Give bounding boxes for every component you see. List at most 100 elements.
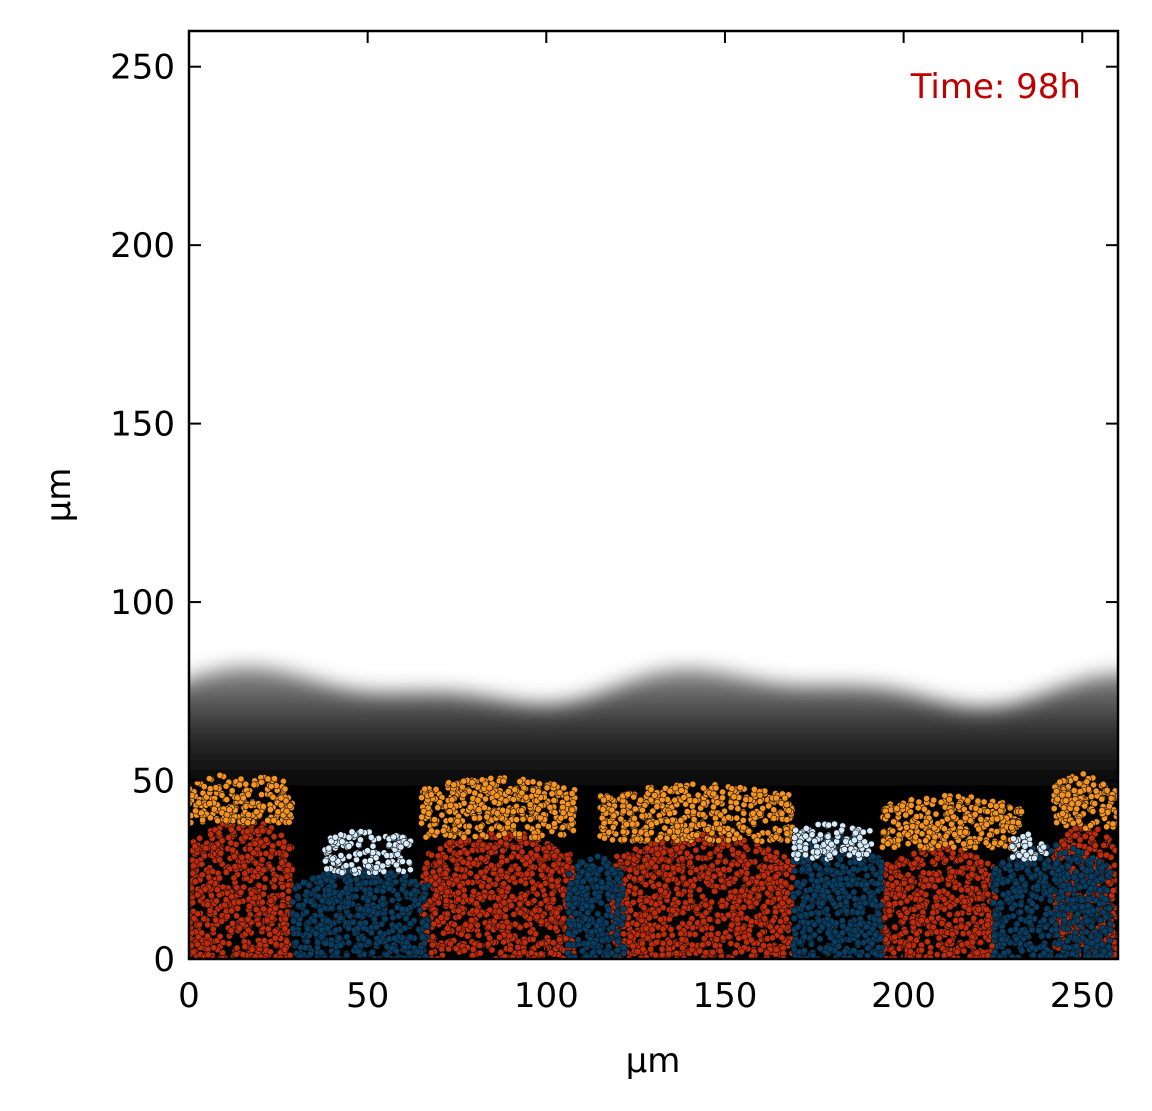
cell-point [238, 854, 246, 861]
cell-point [880, 828, 887, 836]
cell-point [533, 890, 541, 898]
cell-point [977, 815, 985, 823]
cell-point [229, 920, 236, 927]
cell-point [935, 888, 943, 896]
cell-point [971, 844, 979, 851]
cell-point [932, 894, 940, 901]
cell-point [749, 810, 757, 817]
cell-point [485, 876, 493, 884]
cell-point [658, 951, 666, 959]
cell-point [769, 934, 776, 942]
cell-point [734, 925, 742, 933]
cell-point [570, 827, 577, 834]
cell-point [897, 899, 905, 907]
cell-point [475, 806, 483, 814]
cell-point [900, 879, 908, 887]
cell-point [206, 785, 214, 793]
cell-point [209, 925, 217, 933]
cell-point [477, 823, 485, 830]
cell-point [902, 811, 910, 819]
cell-point [222, 782, 230, 790]
cell-point [437, 914, 445, 921]
cell-point [949, 849, 957, 857]
cell-point [783, 830, 791, 838]
cell-point [630, 793, 638, 801]
cell-point [965, 906, 973, 913]
cell-point [443, 888, 451, 896]
cell-point [637, 828, 645, 836]
cell-point [1015, 819, 1022, 827]
cell-point [904, 840, 912, 847]
cell-point [1083, 778, 1091, 786]
cell-point [454, 889, 462, 896]
cell-point [477, 869, 485, 876]
cell-point [508, 853, 515, 861]
cell-point [666, 915, 673, 923]
cell-point [923, 795, 930, 802]
cell-point [911, 860, 918, 867]
cell-point [638, 940, 646, 947]
cell-point [619, 828, 627, 836]
cell-point [564, 855, 572, 863]
cell-point [194, 910, 202, 918]
cell-point [699, 811, 707, 818]
cell-point [200, 915, 208, 923]
cell-point [442, 870, 450, 877]
cell-point [540, 862, 548, 870]
cell-point [193, 940, 201, 948]
cell-point [980, 798, 988, 806]
cell-point [281, 946, 289, 953]
cell-point [454, 895, 462, 903]
cell-point [189, 899, 197, 907]
cell-point [708, 862, 716, 870]
cell-point [717, 811, 724, 819]
cell-point [617, 815, 625, 823]
cell-point [190, 948, 197, 956]
cell-point [257, 778, 265, 786]
cell-point [1068, 800, 1076, 808]
cell-point [958, 886, 965, 894]
cell-point [204, 932, 211, 940]
cell-point [531, 906, 539, 914]
cell-point [639, 806, 646, 814]
cell-point [747, 918, 755, 925]
cell-point [913, 930, 921, 938]
cell-point [910, 906, 918, 913]
cell-point [216, 771, 224, 779]
cell-point [778, 934, 786, 942]
cell-point [955, 802, 962, 810]
cell-point [984, 890, 991, 898]
cell-point [281, 785, 289, 793]
cell-point [935, 842, 942, 850]
cell-point [648, 821, 655, 828]
cell-point [956, 819, 964, 826]
cell-point [893, 805, 901, 812]
cell-point [466, 869, 474, 877]
cell-point [731, 888, 739, 895]
cell-point [217, 849, 225, 857]
cell-point [637, 874, 644, 882]
cell-point [930, 796, 938, 804]
cell-point [523, 854, 531, 861]
cell-point [659, 925, 667, 933]
cell-point [642, 881, 650, 888]
cell-point [442, 897, 450, 905]
cell-point [196, 834, 203, 842]
cell-point [925, 869, 933, 877]
cell-point [218, 791, 226, 799]
cell-point [933, 951, 941, 958]
cell-point [516, 900, 524, 908]
cell-point [716, 825, 723, 833]
cell-point [711, 942, 719, 949]
cell-point [431, 880, 439, 888]
cell-point [494, 894, 502, 902]
cell-point [248, 946, 256, 953]
cell-point [504, 788, 512, 795]
cell-point [698, 926, 706, 933]
cell-point [745, 898, 753, 906]
cell-point [696, 947, 704, 955]
cell-point [458, 783, 466, 791]
cell-point [488, 946, 496, 954]
cell-point [987, 802, 994, 809]
cell-point [710, 803, 717, 811]
